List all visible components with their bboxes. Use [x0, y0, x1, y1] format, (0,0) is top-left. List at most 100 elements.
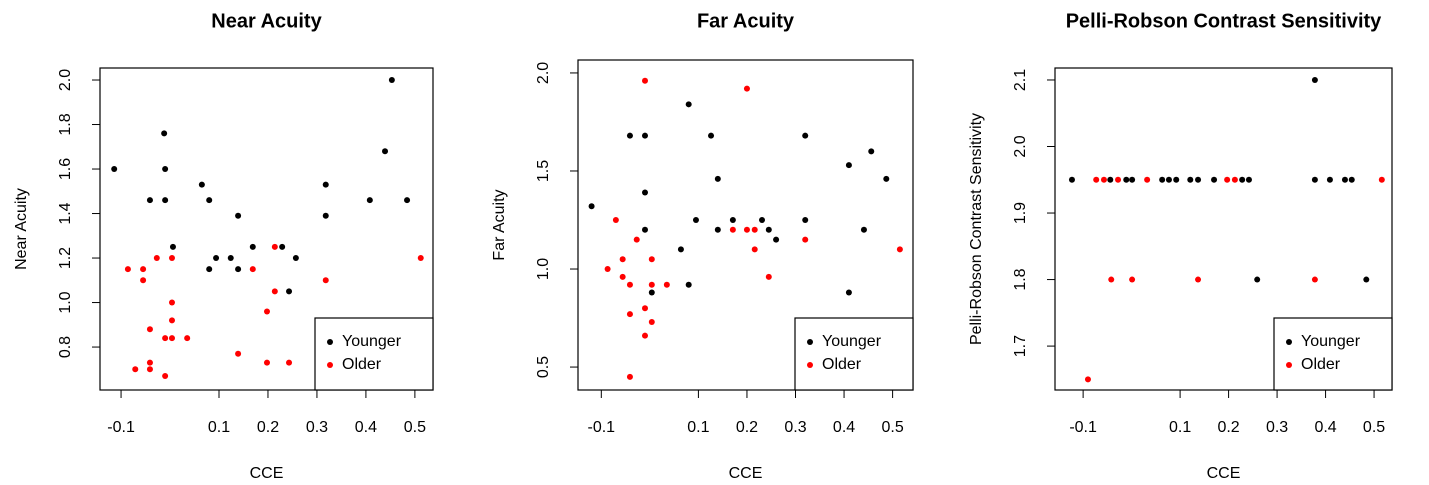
point — [743, 226, 750, 233]
y-tick-label: 0.8 — [57, 336, 74, 358]
x-tick-label: 0.3 — [784, 419, 806, 436]
x-tick-label: 0.5 — [1363, 419, 1385, 436]
point — [162, 166, 169, 173]
point — [1326, 176, 1333, 183]
point — [1239, 176, 1246, 183]
point — [146, 359, 153, 366]
point — [626, 311, 633, 318]
point — [633, 236, 640, 243]
point — [168, 317, 175, 324]
point — [677, 246, 684, 253]
plot-frame — [577, 59, 914, 391]
point — [1195, 276, 1202, 283]
x-tick-label: 0.4 — [833, 419, 855, 436]
point — [146, 197, 153, 204]
point — [146, 366, 153, 373]
point — [1348, 176, 1355, 183]
x-axis-label: CCE — [250, 465, 284, 482]
x-tick-label: 0.4 — [1314, 419, 1336, 436]
point — [1245, 176, 1252, 183]
point — [626, 281, 633, 288]
point — [714, 226, 721, 233]
panel: Pelli-Robson Contrast Sensitivity CCE Pell… — [968, 10, 1393, 482]
point — [1311, 276, 1318, 283]
point — [146, 326, 153, 333]
point — [322, 181, 329, 188]
point — [271, 288, 278, 295]
y-tick-label: 1.0 — [57, 291, 74, 313]
legend-marker — [1286, 339, 1292, 345]
y-tick-label: 1.6 — [57, 158, 74, 180]
point — [642, 77, 648, 84]
point — [162, 335, 169, 342]
point — [1311, 76, 1318, 83]
point — [366, 197, 373, 204]
point — [235, 212, 242, 219]
x-tick-label: 0.3 — [306, 419, 328, 436]
y-tick-label: 1.2 — [57, 247, 74, 269]
x-tick-label: 0.2 — [257, 419, 279, 436]
point — [896, 246, 903, 253]
point — [263, 308, 270, 315]
point — [765, 273, 772, 280]
x-tick-label: -0.1 — [588, 419, 616, 436]
point — [1129, 276, 1136, 283]
point — [1254, 276, 1261, 283]
point — [685, 281, 692, 288]
point — [227, 255, 234, 262]
point — [751, 226, 758, 233]
legend-marker — [807, 339, 813, 345]
y-tick-label: 1.8 — [57, 113, 74, 135]
y-tick-label: 1.9 — [1012, 202, 1029, 224]
chart-title: Near Acuity — [211, 10, 322, 32]
point — [743, 85, 750, 92]
point — [1231, 176, 1238, 183]
point — [1115, 176, 1122, 183]
panel: Near Acuity CCE Near Acuity -0.1 0.1 0.2 0.3 0.… — [13, 10, 434, 482]
point — [184, 335, 191, 342]
point — [382, 148, 389, 155]
y-tick-label: 2.0 — [535, 62, 552, 84]
point — [765, 226, 772, 233]
point — [1093, 176, 1100, 183]
point — [619, 273, 626, 280]
point — [642, 305, 648, 312]
point — [1311, 176, 1318, 183]
point — [235, 350, 242, 357]
point — [1129, 176, 1136, 183]
legend-marker — [327, 339, 333, 345]
plot-frame — [1054, 67, 1393, 391]
x-tick-label: 0.2 — [1217, 419, 1239, 436]
point — [685, 101, 692, 108]
legend-label: Older — [1301, 356, 1341, 373]
plot-frame — [99, 67, 434, 391]
point — [729, 217, 736, 223]
y-axis-label: Pelli-Robson Contrast Sensitivity — [968, 113, 985, 345]
point — [168, 299, 175, 306]
point — [263, 359, 270, 366]
legend-marker — [1286, 362, 1292, 368]
point — [124, 266, 131, 273]
x-tick-label: 0.4 — [355, 419, 377, 436]
x-tick-label: 0.5 — [881, 419, 903, 436]
point — [153, 255, 160, 262]
y-tick-label: 1.5 — [535, 160, 552, 182]
legend-marker — [327, 362, 333, 368]
chart-title: Far Acuity — [697, 10, 795, 32]
y-tick-label: 1.7 — [1012, 335, 1029, 357]
y-tick-label: 1.0 — [535, 258, 552, 280]
legend-box — [314, 317, 434, 391]
point — [1165, 176, 1172, 183]
x-axis-label: CCE — [729, 465, 763, 482]
point — [1084, 376, 1091, 383]
point — [759, 217, 766, 223]
point — [198, 181, 205, 188]
point — [1187, 176, 1194, 183]
x-tick-label: 0.3 — [1266, 419, 1288, 436]
point — [1341, 176, 1348, 183]
point — [111, 166, 118, 173]
x-tick-label: 0.1 — [687, 419, 709, 436]
y-tick-label: 1.4 — [57, 202, 74, 224]
legend-label: Younger — [822, 333, 882, 350]
point — [322, 277, 329, 284]
